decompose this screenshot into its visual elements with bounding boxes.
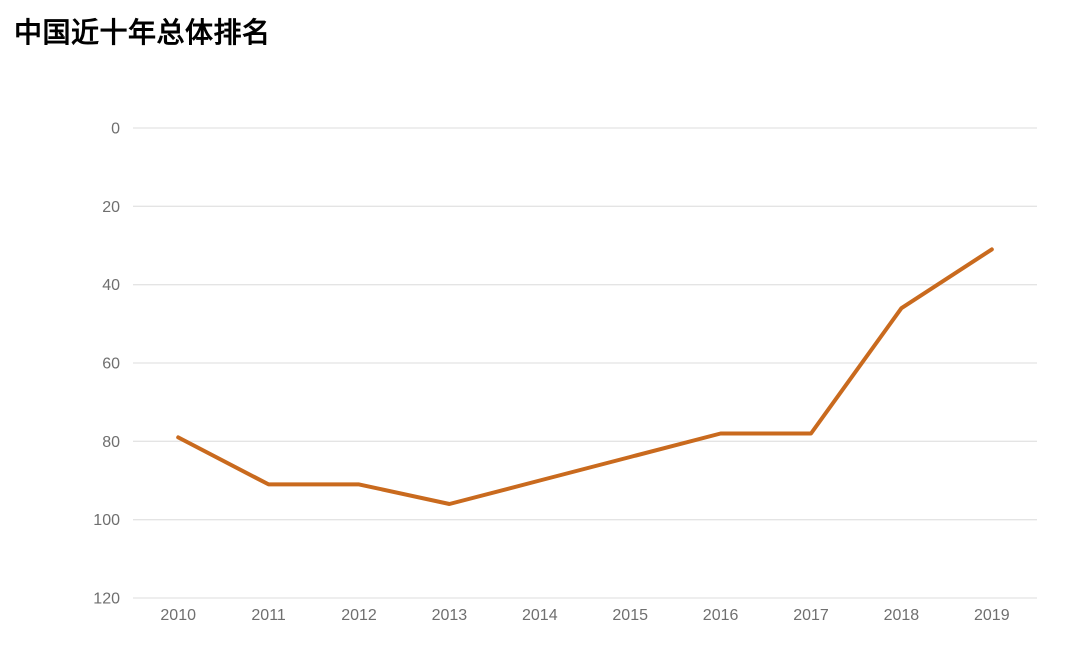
y-axis-tick-label: 120 bbox=[93, 591, 120, 608]
y-axis-tick-label: 0 bbox=[111, 121, 120, 138]
y-axis-tick-label: 100 bbox=[93, 512, 120, 529]
y-axis-tick-label: 60 bbox=[102, 356, 120, 373]
y-axis-tick-label: 40 bbox=[102, 277, 120, 294]
x-axis-tick-label: 2013 bbox=[432, 607, 468, 624]
x-axis-tick-label: 2017 bbox=[793, 607, 829, 624]
y-axis-tick-label: 20 bbox=[102, 199, 120, 216]
chart-title: 中国近十年总体排名 bbox=[14, 17, 271, 48]
x-axis-tick-label: 2012 bbox=[341, 607, 377, 624]
x-axis-tick-label: 2010 bbox=[160, 607, 196, 624]
x-axis-tick-label: 2018 bbox=[884, 607, 920, 624]
ranking-line bbox=[176, 247, 994, 506]
y-axis-tick-label: 80 bbox=[102, 434, 120, 451]
x-axis-tick-label: 2019 bbox=[974, 607, 1010, 624]
x-axis-tick-label: 2016 bbox=[703, 607, 739, 624]
x-axis-tick-label: 2011 bbox=[251, 607, 286, 624]
x-axis-tick-label: 2015 bbox=[612, 607, 648, 624]
x-axis-tick-label: 2014 bbox=[522, 607, 558, 624]
